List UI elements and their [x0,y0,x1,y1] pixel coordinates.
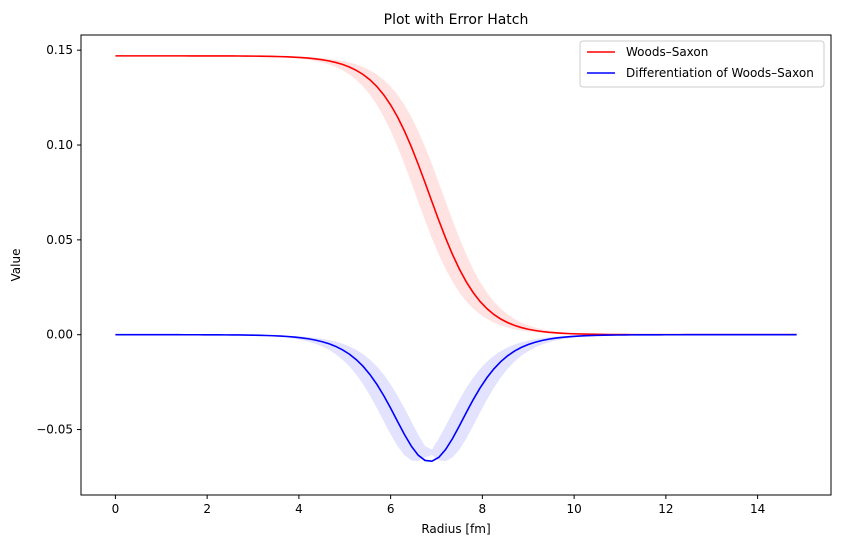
chart-title: Plot with Error Hatch [384,12,529,28]
y-axis: −0.05 0.00 0.05 0.10 0.15 [36,43,81,437]
y-tick-label: 0.15 [46,43,73,57]
series-line-1 [115,333,797,463]
x-tick-label: 8 [479,502,487,516]
y-tick-label: 0.10 [46,138,73,152]
x-tick-label: 6 [387,502,395,516]
legend-label-derivative: Differentiation of Woods–Saxon [626,66,814,80]
y-tick-label: 0.00 [46,328,73,342]
x-tick-label: 2 [203,502,211,516]
legend: Woods–Saxon Differentiation of Woods–Sax… [579,40,825,88]
x-tick-label: 10 [566,502,581,516]
error-band-1 [115,334,797,462]
x-axis: 0 2 4 6 8 10 12 14 [112,495,765,516]
legend-box [579,40,825,88]
plot-area [115,55,797,463]
x-tick-label: 12 [658,502,673,516]
legend-label-woods-saxon: Woods–Saxon [626,45,708,59]
y-tick-label: −0.05 [36,423,73,437]
error-band-0 [115,55,797,335]
y-axis-label: Value [9,249,23,282]
x-tick-label: 0 [112,502,120,516]
x-axis-label: Radius [fm] [421,522,490,536]
x-tick-label: 14 [750,502,765,516]
y-tick-label: 0.05 [46,233,73,247]
axes-frame [80,34,832,496]
x-tick-label: 4 [295,502,303,516]
